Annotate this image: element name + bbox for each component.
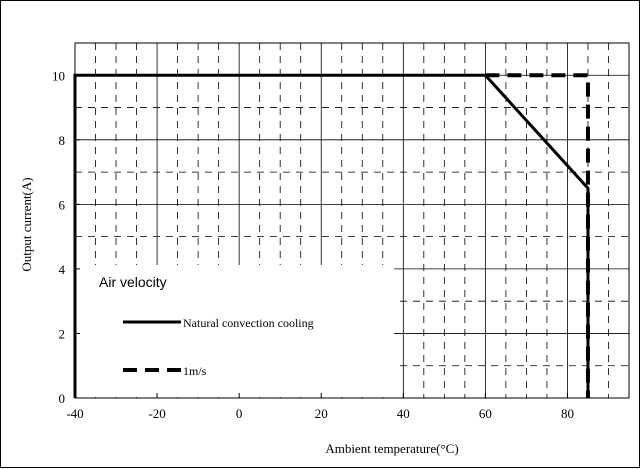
y-tick-label: 2 <box>59 326 66 341</box>
legend-label: 1m/s <box>183 364 207 378</box>
x-tick-label: 80 <box>561 406 574 421</box>
legend-box: Air velocity <box>76 265 394 397</box>
legend-title: Air velocity <box>99 274 167 290</box>
legend-label: Natural convection cooling <box>183 316 314 330</box>
legend-items: Natural convection cooling 1m/s <box>123 316 314 378</box>
x-tick-label: -40 <box>66 406 83 421</box>
x-tick-label: 0 <box>236 406 243 421</box>
x-tick-label: 60 <box>479 406 492 421</box>
y-tick-label: 8 <box>59 133 66 148</box>
axes <box>74 42 630 399</box>
y-tick-label: 4 <box>59 262 66 277</box>
plot-border <box>74 42 630 399</box>
y-tick-label: 10 <box>52 68 65 83</box>
x-axis-label: Ambient temperature(°C) <box>325 441 458 456</box>
legend-background <box>76 265 394 397</box>
x-tick-label: 20 <box>315 406 328 421</box>
x-tick-label: -20 <box>148 406 165 421</box>
x-tick-label: 40 <box>397 406 410 421</box>
tick-labels: -40 -20 0 20 40 60 80 0 2 4 6 8 10 <box>52 68 574 421</box>
y-tick-label: 0 <box>59 391 66 406</box>
y-tick-label: 6 <box>59 197 66 212</box>
y-axis-label: Output current(A) <box>19 177 34 271</box>
